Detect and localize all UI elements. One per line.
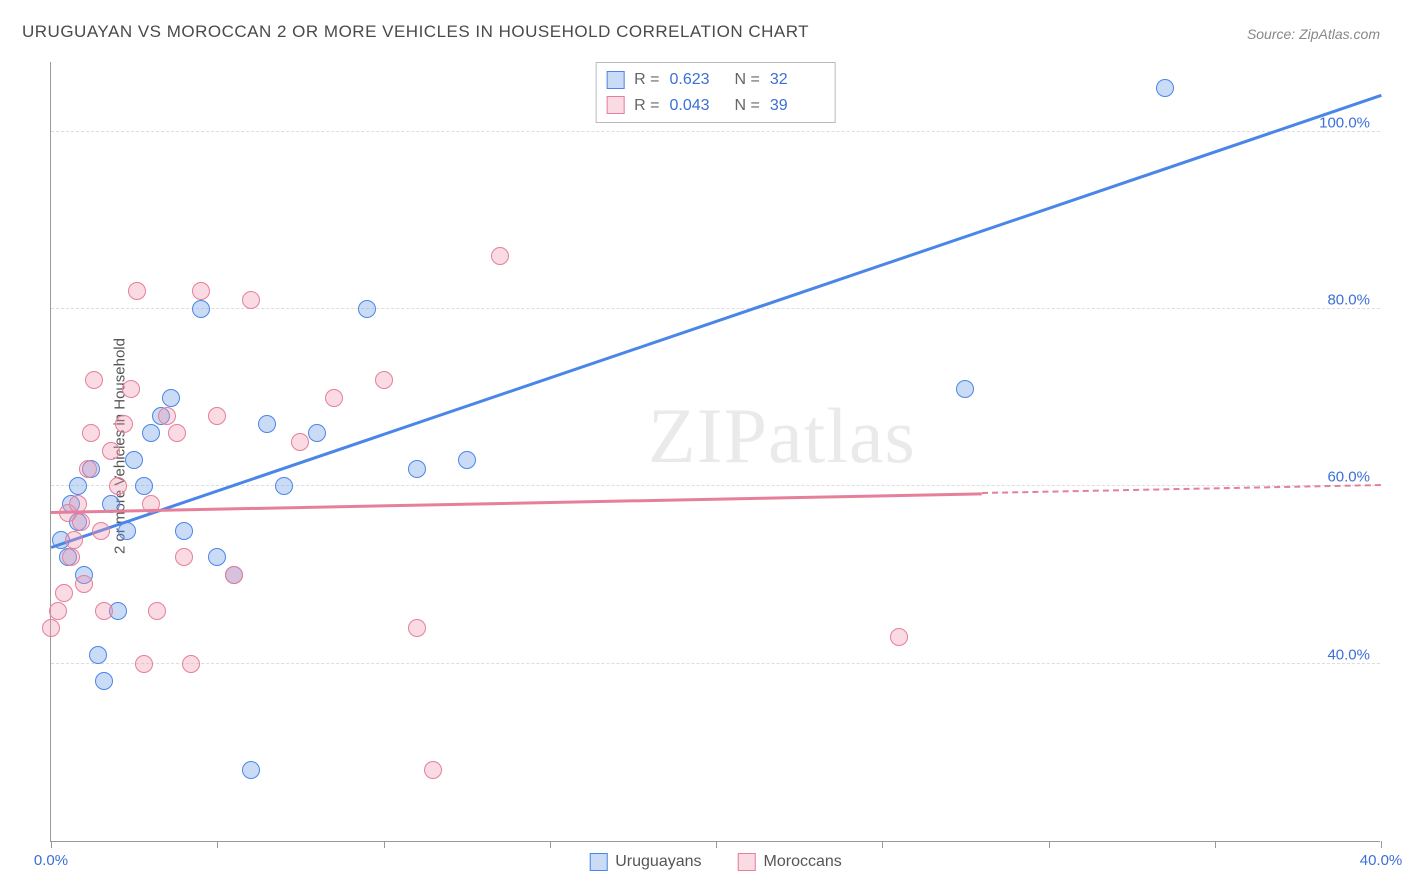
data-point	[1156, 79, 1174, 97]
n-value-2: 39	[770, 93, 825, 119]
data-point	[69, 477, 87, 495]
chart-title: URUGUAYAN VS MOROCCAN 2 OR MORE VEHICLES…	[22, 22, 809, 42]
data-point	[175, 522, 193, 540]
r-value-1: 0.623	[670, 67, 725, 93]
data-point	[72, 513, 90, 531]
data-point	[95, 672, 113, 690]
x-tick	[1215, 841, 1216, 848]
data-point	[62, 548, 80, 566]
x-tick	[1049, 841, 1050, 848]
stat-row-series-1: R = 0.623 N = 32	[606, 67, 825, 93]
plot-area: ZIPatlas R = 0.623 N = 32 R = 0.043 N = …	[50, 62, 1380, 842]
swatch-series-1	[606, 71, 624, 89]
correlation-stats-box: R = 0.623 N = 32 R = 0.043 N = 39	[595, 62, 836, 123]
data-point	[125, 451, 143, 469]
data-point	[358, 300, 376, 318]
data-point	[89, 646, 107, 664]
legend-item-1: Uruguayans	[589, 853, 701, 871]
data-point	[75, 575, 93, 593]
data-point	[135, 477, 153, 495]
data-point	[208, 407, 226, 425]
data-point	[92, 522, 110, 540]
data-point	[308, 424, 326, 442]
x-tick-label: 0.0%	[34, 852, 68, 869]
x-tick	[1381, 841, 1382, 848]
data-point	[291, 433, 309, 451]
data-point	[79, 460, 97, 478]
y-tick-label: 80.0%	[1327, 292, 1370, 309]
y-tick-label: 100.0%	[1319, 114, 1370, 131]
watermark: ZIPatlas	[648, 391, 916, 481]
trend-line	[51, 94, 1382, 548]
y-tick-label: 40.0%	[1327, 646, 1370, 663]
data-point	[65, 531, 83, 549]
data-point	[424, 761, 442, 779]
data-point	[109, 477, 127, 495]
data-point	[890, 628, 908, 646]
data-point	[42, 619, 60, 637]
data-point	[95, 602, 113, 620]
x-tick	[550, 841, 551, 848]
data-point	[175, 548, 193, 566]
r-value-2: 0.043	[670, 93, 725, 119]
data-point	[258, 415, 276, 433]
data-point	[242, 761, 260, 779]
legend-label-1: Uruguayans	[615, 853, 701, 871]
data-point	[122, 380, 140, 398]
data-point	[458, 451, 476, 469]
data-point	[408, 619, 426, 637]
trend-line	[51, 492, 982, 513]
gridline	[51, 663, 1380, 664]
bottom-legend: Uruguayans Moroccans	[589, 853, 842, 871]
data-point	[162, 389, 180, 407]
data-point	[148, 602, 166, 620]
data-point	[55, 584, 73, 602]
data-point	[85, 371, 103, 389]
data-point	[168, 424, 186, 442]
swatch-series-2	[606, 96, 624, 114]
n-value-1: 32	[770, 67, 825, 93]
data-point	[135, 655, 153, 673]
data-point	[225, 566, 243, 584]
data-point	[275, 477, 293, 495]
data-point	[49, 602, 67, 620]
x-tick	[882, 841, 883, 848]
data-point	[956, 380, 974, 398]
stat-row-series-2: R = 0.043 N = 39	[606, 93, 825, 119]
data-point	[325, 389, 343, 407]
gridline	[51, 131, 1380, 132]
data-point	[128, 282, 146, 300]
data-point	[142, 424, 160, 442]
x-tick	[716, 841, 717, 848]
data-point	[192, 300, 210, 318]
x-tick	[384, 841, 385, 848]
legend-item-2: Moroccans	[738, 853, 842, 871]
gridline	[51, 485, 1380, 486]
data-point	[158, 407, 176, 425]
data-point	[102, 442, 120, 460]
x-tick-label: 40.0%	[1360, 852, 1403, 869]
x-tick	[51, 841, 52, 848]
data-point	[375, 371, 393, 389]
n-label: N =	[735, 67, 760, 93]
data-point	[192, 282, 210, 300]
n-label: N =	[735, 93, 760, 119]
data-point	[491, 247, 509, 265]
data-point	[182, 655, 200, 673]
legend-swatch-2	[738, 853, 756, 871]
data-point	[242, 291, 260, 309]
source-attribution: Source: ZipAtlas.com	[1247, 26, 1380, 42]
x-tick	[217, 841, 218, 848]
r-label: R =	[634, 67, 659, 93]
data-point	[408, 460, 426, 478]
data-point	[208, 548, 226, 566]
data-point	[82, 424, 100, 442]
legend-swatch-1	[589, 853, 607, 871]
data-point	[115, 415, 133, 433]
legend-label-2: Moroccans	[764, 853, 842, 871]
r-label: R =	[634, 93, 659, 119]
